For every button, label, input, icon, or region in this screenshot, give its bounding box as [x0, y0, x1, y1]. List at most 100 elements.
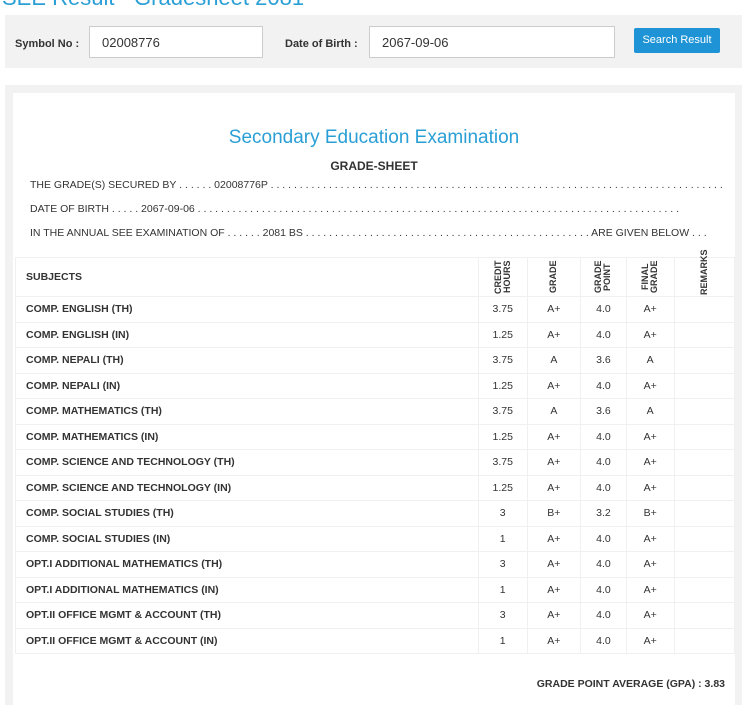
grade-cell — [673, 525, 735, 552]
symbol-label: Symbol No : — [15, 38, 80, 50]
grade-cell: 4.0 — [580, 525, 627, 552]
grade-cell — [673, 296, 735, 323]
grade-cell: A+ — [625, 296, 675, 323]
subject: COMP. ENGLISH (IN) — [15, 321, 479, 348]
grade-cell: A+ — [625, 576, 675, 603]
dob-label: Date of Birth : — [285, 38, 358, 50]
grade-cell: A+ — [625, 551, 675, 578]
grade-cell — [673, 398, 735, 425]
grade-cell: A+ — [625, 525, 675, 552]
grade-cell: 4.0 — [580, 551, 627, 578]
grade-cell: 4.0 — [580, 576, 627, 603]
gradesheet: Secondary Education Examination GRADE-SH… — [5, 85, 742, 705]
header-cell: GRADE — [526, 257, 582, 297]
subject-row: COMP. MATHEMATICS (TH) 3.75 A 3.6 A — [15, 398, 735, 425]
grade-cell: 3.75 — [477, 398, 528, 425]
grade-cell: A+ — [526, 551, 582, 578]
subject: COMP. SCIENCE AND TECHNOLOGY (TH) — [15, 449, 479, 476]
subject-row: COMP. MATHEMATICS (IN) 1.25 A+ 4.0 A+ — [15, 423, 735, 450]
grade-cell: 4.0 — [580, 602, 627, 629]
dob-input[interactable]: 2067-09-06 — [369, 26, 615, 58]
grade-cell: 1 — [477, 576, 528, 603]
subject: OPT.I ADDITIONAL MATHEMATICS (TH) — [15, 551, 479, 578]
grade-cell: 3.6 — [580, 398, 627, 425]
search-bar: Symbol No : 02008776 Date of Birth : 206… — [5, 15, 742, 68]
header-text: GRADE POINT — [593, 260, 613, 294]
subject: OPT.II OFFICE MGMT & ACCOUNT (TH) — [15, 602, 479, 629]
search-button[interactable]: Search Result — [634, 28, 720, 53]
subject-row: OPT.II OFFICE MGMT & ACCOUNT (TH) 3 A+ 4.0 A… — [15, 602, 735, 629]
symbol-input[interactable]: 02008776 — [89, 26, 263, 58]
grade-cell — [673, 602, 735, 629]
grade-cell: 4.0 — [580, 474, 627, 501]
grade-cell: 4.0 — [580, 449, 627, 476]
grade-cell: A+ — [526, 449, 582, 476]
header-cell: FINAL GRADE — [625, 257, 675, 297]
subject-row: COMP. SOCIAL STUDIES (IN) 1 A+ 4.0 A+ — [15, 525, 735, 552]
header-text: SUBJECTS — [26, 271, 83, 283]
subject-row: COMP. NEPALI (TH) 3.75 A 3.6 A — [15, 347, 735, 374]
gradesheet-body: Secondary Education Examination GRADE-SH… — [13, 93, 735, 705]
grade-table: SUBJECTS CREDIT HOURS GRADE GRADE POINT FINA… — [15, 249, 735, 654]
subject: OPT.II OFFICE MGMT & ACCOUNT (IN) — [15, 627, 479, 654]
subject-row: COMP. NEPALI (IN) 1.25 A+ 4.0 A+ — [15, 372, 735, 399]
grade-cell: 1 — [477, 627, 528, 654]
grade-cell: A+ — [625, 321, 675, 348]
grade-cell: 3.6 — [580, 347, 627, 374]
grade-cell: B+ — [625, 500, 675, 527]
subject-row: COMP. SOCIAL STUDIES (TH) 3 B+ 3.2 B+ — [15, 500, 735, 527]
grade-cell: 4.0 — [580, 423, 627, 450]
grade-cell: A+ — [625, 423, 675, 450]
header-text: FINAL GRADE — [640, 260, 660, 294]
grade-cell — [673, 576, 735, 603]
grade-cell — [673, 321, 735, 348]
gpa: GRADE POINT AVERAGE (GPA) : 3.83 — [536, 678, 725, 690]
grade-cell — [673, 449, 735, 476]
grade-cell: A — [625, 398, 675, 425]
subject-row: COMP. SCIENCE AND TECHNOLOGY (TH) 3.75 A+ 4… — [15, 449, 735, 476]
info-line: IN THE ANNUAL SEE EXAMINATION OF . . . .… — [30, 227, 707, 239]
grade-cell: A — [625, 347, 675, 374]
subject-row: OPT.II OFFICE MGMT & ACCOUNT (IN) 1 A+ 4.0 A… — [15, 627, 735, 654]
grade-cell: A+ — [526, 576, 582, 603]
grade-cell: 1.25 — [477, 423, 528, 450]
subject-row: COMP. ENGLISH (IN) 1.25 A+ 4.0 A+ — [15, 321, 735, 348]
grade-cell — [673, 423, 735, 450]
grade-cell: 3 — [477, 602, 528, 629]
grade-cell: A+ — [526, 296, 582, 323]
grade-cell: 1.25 — [477, 372, 528, 399]
grade-cell: A+ — [625, 602, 675, 629]
grade-cell: A+ — [625, 449, 675, 476]
subject-row: COMP. ENGLISH (TH) 3.75 A+ 4.0 A+ — [15, 296, 735, 323]
grade-cell: 1.25 — [477, 321, 528, 348]
grade-cell: A — [526, 347, 582, 374]
grade-cell — [673, 474, 735, 501]
grade-cell: B+ — [526, 500, 582, 527]
header-cell: GRADE POINT — [580, 257, 627, 297]
grade-cell: A+ — [625, 372, 675, 399]
header-cell: SUBJECTS — [15, 257, 479, 297]
grade-cell — [673, 500, 735, 527]
grade-cell: 3.2 — [580, 500, 627, 527]
grade-cell: 3 — [477, 551, 528, 578]
subject: COMP. SOCIAL STUDIES (TH) — [15, 500, 479, 527]
gradesheet-title: Secondary Education Examination — [228, 127, 520, 148]
subject: COMP. NEPALI (TH) — [15, 347, 479, 374]
grade-cell: 1.25 — [477, 474, 528, 501]
grade-cell: 1 — [477, 525, 528, 552]
grade-cell: 3.75 — [477, 296, 528, 323]
header-cell: REMARKS — [673, 249, 735, 297]
header-row: SUBJECTS CREDIT HOURS GRADE GRADE POINT FINA… — [15, 249, 735, 297]
grade-cell: 3 — [477, 500, 528, 527]
header-cell: CREDIT HOURS — [477, 257, 528, 297]
subject: COMP. SCIENCE AND TECHNOLOGY (IN) — [15, 474, 479, 501]
subject: COMP. ENGLISH (TH) — [15, 296, 479, 323]
header-text: GRADE — [548, 260, 559, 294]
grade-cell: A+ — [526, 627, 582, 654]
grade-cell — [673, 347, 735, 374]
grade-cell: A+ — [526, 321, 582, 348]
grade-cell: A+ — [625, 474, 675, 501]
grade-cell — [673, 627, 735, 654]
subject: COMP. MATHEMATICS (TH) — [15, 398, 479, 425]
